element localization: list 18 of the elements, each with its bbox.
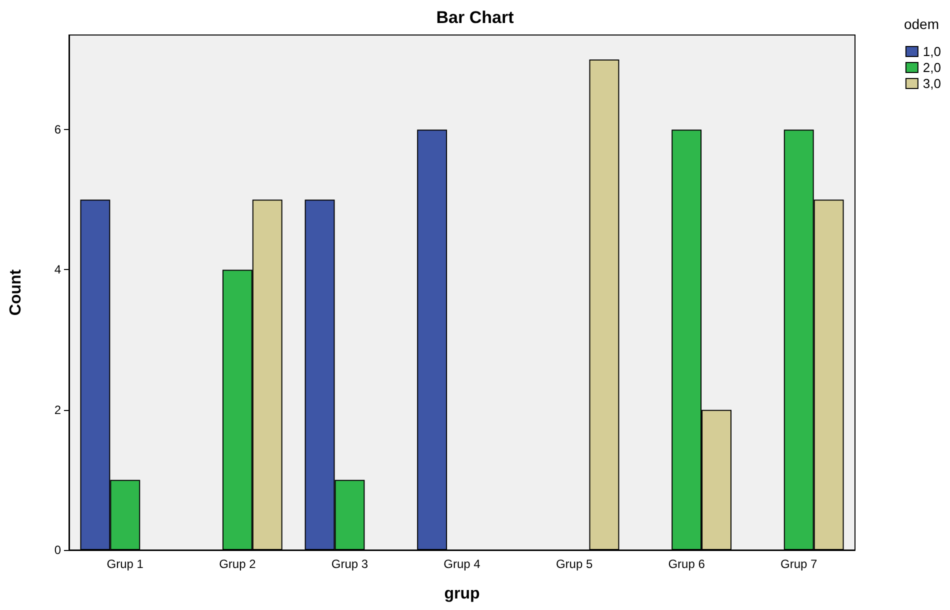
y-axis-title: Count	[8, 268, 24, 316]
y-tick-label: 2	[54, 402, 62, 417]
legend-title: odem	[904, 16, 940, 32]
x-tick-label: Grup 3	[331, 557, 368, 571]
x-tick-label: Grup 6	[668, 557, 706, 571]
legend-label: 1,0	[922, 44, 942, 59]
y-tick-label: 6	[54, 122, 62, 137]
x-tick-label: Grup 2	[219, 557, 256, 571]
x-axis-title: grup	[444, 586, 480, 602]
y-tick-label: 0	[54, 543, 62, 557]
chart-title: Bar Chart	[436, 8, 514, 27]
y-tick-label: 4	[54, 262, 62, 277]
x-tick-label: Grup 5	[556, 557, 593, 571]
legend-label: 3,0	[922, 76, 942, 91]
x-tick-label: Grup 4	[444, 557, 481, 571]
legend-label: 2,0	[922, 60, 942, 75]
x-tick-label: Grup 1	[106, 557, 144, 571]
x-tick-label: Grup 7	[780, 557, 818, 571]
